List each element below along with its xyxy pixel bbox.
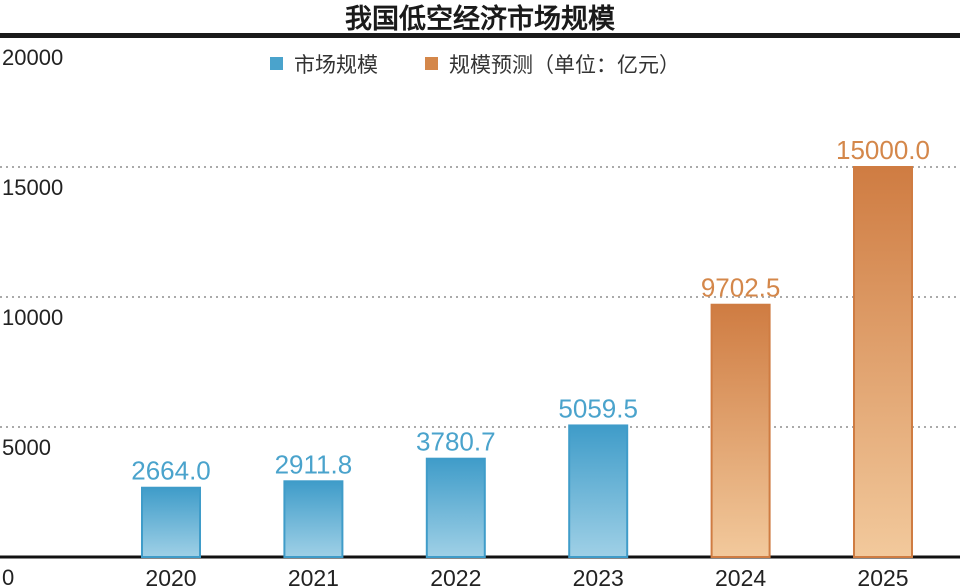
data-label-2021: 2911.8 [275, 449, 353, 479]
x-tick-label: 2023 [573, 565, 624, 588]
x-tick-label: 2024 [715, 565, 766, 588]
x-tick-label: 2020 [145, 565, 196, 588]
bar-2024 [710, 303, 771, 558]
bar-2022 [425, 457, 486, 559]
data-label-2025: 15000.0 [836, 135, 930, 165]
x-tick-label: 2021 [288, 565, 339, 588]
legend-swatch-forecast [425, 57, 438, 70]
y-tick-label: 5000 [2, 435, 51, 460]
chart-title: 我国低空经济市场规模 [345, 3, 615, 35]
x-tick-label: 2022 [430, 565, 481, 588]
y-tick-label: 15000 [2, 175, 63, 200]
bar-2021 [283, 480, 344, 559]
bar-2020 [141, 486, 201, 558]
data-label-2020: 2664.0 [131, 456, 211, 486]
y-tick-label: 10000 [2, 305, 63, 330]
legend-swatch-actual [270, 57, 283, 70]
bar-2023 [568, 424, 629, 558]
data-label-2024: 9702.5 [701, 273, 781, 303]
y-tick-label: 0 [2, 565, 14, 588]
legend-label-forecast: 规模预测（单位：亿元） [449, 53, 680, 77]
legend-label-actual: 市场规模 [294, 53, 378, 77]
bar-2025 [853, 166, 913, 558]
x-tick-label: 2025 [857, 565, 908, 588]
data-label-2022: 3780.7 [416, 427, 496, 457]
data-label-2023: 5059.5 [558, 393, 638, 423]
y-tick-label: 20000 [2, 45, 63, 70]
title-rule [0, 33, 960, 38]
